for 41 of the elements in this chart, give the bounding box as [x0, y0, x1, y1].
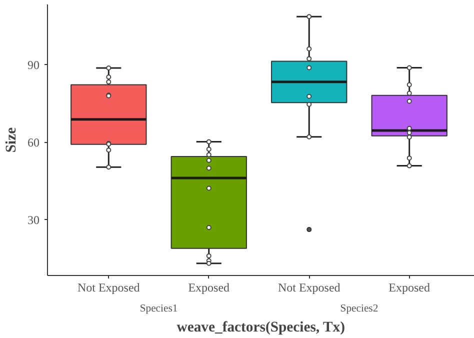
point [106, 148, 112, 153]
point [406, 130, 412, 136]
point [106, 164, 112, 170]
point [106, 79, 112, 84]
point [306, 102, 312, 107]
point [306, 56, 312, 62]
x-tick-label: Not Exposed [77, 280, 140, 294]
x-tick-label: Exposed [188, 280, 230, 294]
x-tick-label: Not Exposed [278, 280, 340, 294]
y-tick-label: 90 [28, 58, 40, 72]
point [406, 126, 412, 131]
text: Species1 [140, 304, 178, 314]
point [206, 146, 212, 152]
point [406, 134, 412, 140]
point [206, 253, 212, 258]
point [206, 166, 212, 171]
point [406, 98, 412, 104]
point [406, 156, 412, 161]
x-axis-title: weave_factors(Species, Tx) [176, 320, 346, 336]
point [206, 152, 212, 158]
y-tick-label: 30 [28, 212, 40, 227]
point [206, 158, 212, 163]
point [306, 14, 312, 20]
point [206, 260, 212, 266]
point [306, 94, 312, 99]
point [206, 139, 212, 144]
point [306, 65, 312, 70]
point [406, 90, 412, 96]
point [206, 186, 212, 191]
point [106, 65, 112, 70]
point [206, 225, 212, 230]
point [406, 65, 412, 70]
point [306, 134, 312, 140]
x-tick-label: Exposed [388, 280, 430, 294]
y-tick-label: 60 [28, 135, 40, 150]
point [306, 46, 312, 52]
point [106, 74, 112, 80]
text: Species2 [340, 304, 378, 314]
point [406, 163, 412, 168]
point [406, 82, 412, 88]
y-axis-title: Size [4, 126, 20, 153]
